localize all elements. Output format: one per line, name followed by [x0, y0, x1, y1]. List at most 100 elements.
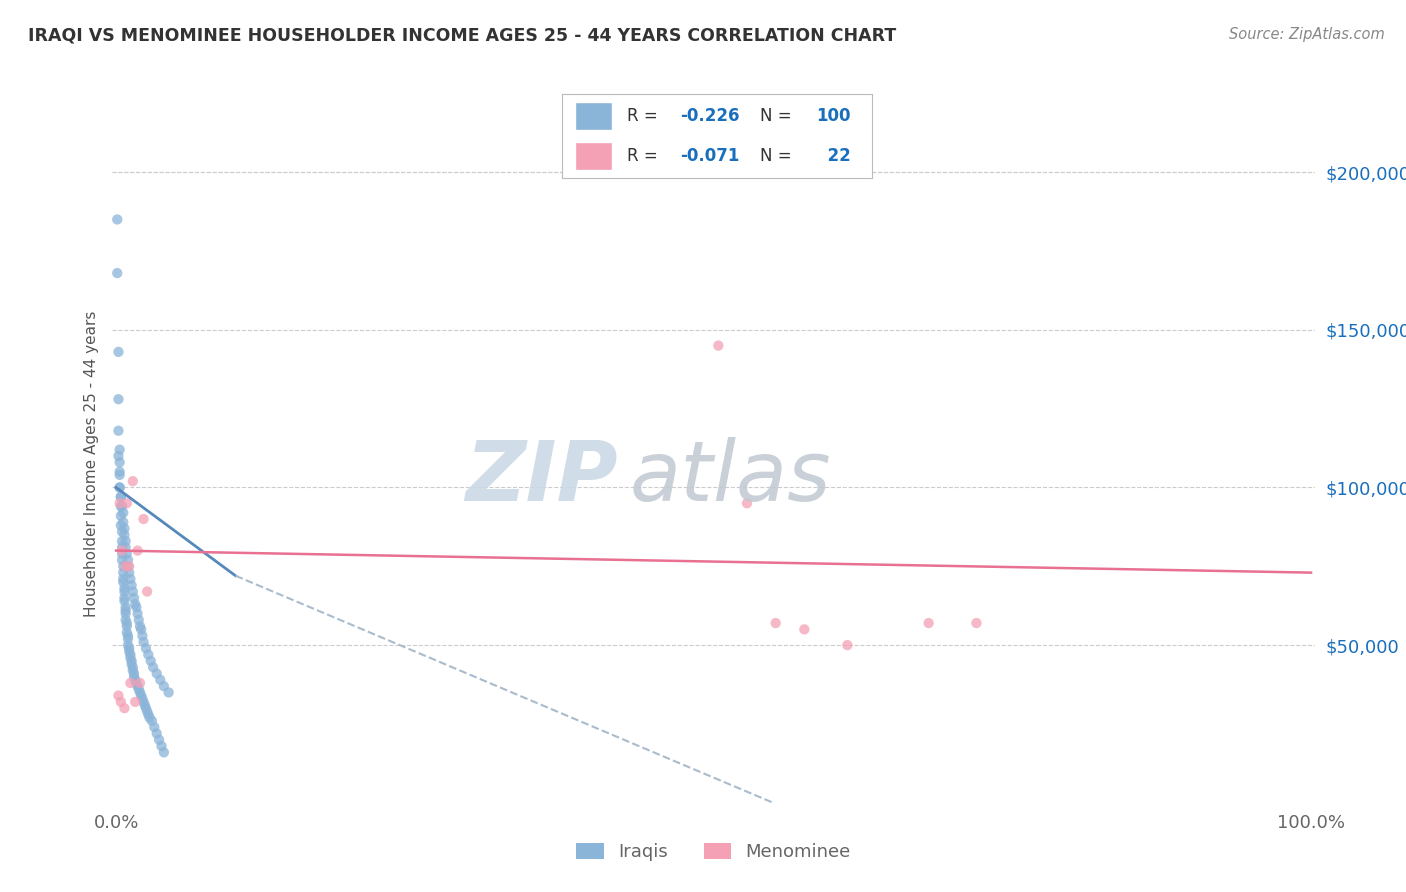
Point: [139, 654, 162, 668]
Point: [115, 619, 138, 633]
Point: [965, 616, 987, 631]
Point: [150, 739, 173, 753]
Point: [114, 607, 136, 621]
Point: [127, 607, 149, 621]
Point: [129, 689, 152, 703]
Point: [112, 591, 135, 605]
Point: [112, 701, 135, 715]
Point: [114, 613, 136, 627]
Point: [115, 496, 138, 510]
Point: [121, 654, 143, 668]
Text: IRAQI VS MENOMINEE HOUSEHOLDER INCOME AGES 25 - 44 YEARS CORRELATION CHART: IRAQI VS MENOMINEE HOUSEHOLDER INCOME AG…: [28, 27, 897, 45]
Point: [128, 613, 150, 627]
Point: [120, 650, 142, 665]
Point: [135, 701, 157, 715]
Point: [132, 695, 155, 709]
Text: -0.071: -0.071: [681, 147, 740, 165]
Point: [108, 467, 131, 482]
Point: [122, 670, 145, 684]
Point: [111, 541, 134, 555]
Point: [112, 575, 135, 590]
Point: [111, 524, 134, 539]
Point: [129, 685, 152, 699]
Point: [108, 481, 131, 495]
Point: [111, 553, 134, 567]
Point: [145, 726, 167, 740]
Point: [114, 600, 136, 615]
Text: N =: N =: [761, 147, 797, 165]
Text: N =: N =: [761, 107, 797, 125]
Point: [120, 648, 142, 662]
FancyBboxPatch shape: [575, 142, 612, 169]
Point: [112, 521, 135, 535]
FancyBboxPatch shape: [575, 103, 612, 130]
Text: Source: ZipAtlas.com: Source: ZipAtlas.com: [1229, 27, 1385, 42]
Point: [108, 465, 131, 479]
Point: [107, 449, 129, 463]
Point: [121, 660, 143, 674]
Point: [108, 481, 131, 495]
Point: [112, 515, 135, 529]
Legend: Iraqis, Menominee: Iraqis, Menominee: [569, 836, 858, 868]
Point: [127, 679, 149, 693]
Point: [112, 572, 135, 586]
Point: [132, 635, 155, 649]
Point: [131, 629, 153, 643]
Point: [131, 691, 153, 706]
Point: [707, 338, 730, 352]
Point: [118, 644, 141, 658]
Point: [122, 591, 145, 605]
Point: [765, 616, 787, 631]
Point: [118, 566, 141, 580]
Point: [111, 547, 134, 561]
Point: [132, 512, 155, 526]
Point: [105, 266, 128, 280]
Point: [105, 212, 128, 227]
Point: [129, 676, 152, 690]
Point: [129, 619, 152, 633]
Point: [118, 559, 141, 574]
Point: [121, 578, 143, 592]
Point: [111, 500, 134, 514]
Text: atlas: atlas: [630, 437, 831, 518]
Point: [136, 704, 159, 718]
Point: [114, 559, 136, 574]
Point: [112, 594, 135, 608]
Point: [114, 603, 136, 617]
Point: [107, 689, 129, 703]
Point: [149, 673, 172, 687]
Point: [111, 534, 134, 549]
Point: [120, 572, 142, 586]
Point: [134, 698, 156, 712]
Point: [118, 641, 141, 656]
Point: [136, 707, 159, 722]
Point: [117, 559, 139, 574]
Point: [120, 676, 142, 690]
Text: 22: 22: [815, 147, 851, 165]
Point: [107, 424, 129, 438]
Point: [124, 673, 146, 687]
Point: [114, 534, 136, 549]
Point: [121, 664, 143, 678]
Point: [115, 616, 138, 631]
Point: [153, 679, 176, 693]
Point: [153, 745, 176, 759]
Point: [157, 685, 180, 699]
Point: [117, 632, 139, 646]
Point: [124, 695, 146, 709]
Point: [129, 623, 152, 637]
Point: [107, 345, 129, 359]
Text: R =: R =: [627, 147, 664, 165]
Point: [110, 695, 132, 709]
Point: [110, 518, 132, 533]
Point: [112, 584, 135, 599]
Point: [127, 543, 149, 558]
Point: [117, 638, 139, 652]
Point: [115, 547, 138, 561]
Point: [111, 543, 134, 558]
Point: [148, 732, 170, 747]
Point: [135, 641, 157, 656]
Point: [125, 676, 148, 690]
Point: [117, 629, 139, 643]
Point: [122, 666, 145, 681]
